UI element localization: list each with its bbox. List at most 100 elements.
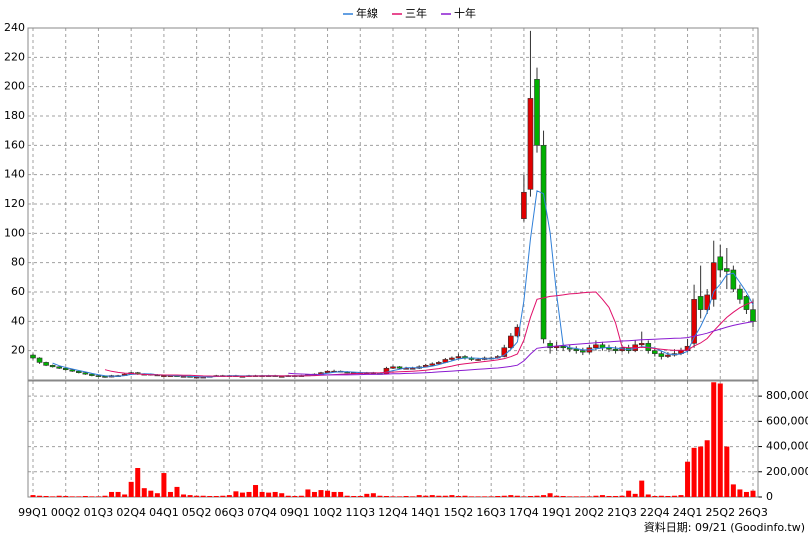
candle-body <box>76 370 82 373</box>
candle-body <box>89 373 95 376</box>
volume-bar <box>724 446 730 497</box>
y-tick-label: 140 <box>4 168 25 181</box>
volume-bar <box>174 486 180 497</box>
volume-bar <box>167 491 173 497</box>
candle-body <box>691 299 697 344</box>
y-tick-label: 40 <box>11 314 25 327</box>
volume-bar <box>639 480 645 497</box>
volume-bar <box>311 491 317 497</box>
x-tick-label: 26Q3 <box>738 506 768 519</box>
x-tick-label: 14Q1 <box>411 506 441 519</box>
y-tick-label: 220 <box>4 50 25 63</box>
volume-bar <box>95 496 101 497</box>
candle-body <box>324 370 331 373</box>
volume-bar <box>226 495 232 497</box>
candle-body <box>573 348 580 351</box>
x-tick-label: 06Q3 <box>215 506 245 519</box>
volume-bar <box>586 496 592 497</box>
volume-bar <box>547 493 553 497</box>
candle-body <box>527 98 534 190</box>
x-tick-label: 09Q1 <box>280 506 310 519</box>
volume-bar <box>220 495 226 497</box>
volume-bar <box>403 495 409 497</box>
volume-bar <box>671 495 677 497</box>
x-tick-label: 19Q1 <box>542 506 572 519</box>
y-tick-label: 240 <box>4 21 25 34</box>
volume-bar <box>239 492 245 497</box>
volume-bar <box>377 495 383 497</box>
candle-body <box>560 345 566 349</box>
candle-body <box>82 372 89 375</box>
candle-body <box>697 296 704 310</box>
x-tick-label: 21Q3 <box>607 506 637 519</box>
candle-body <box>475 359 481 361</box>
volume-bar <box>148 490 154 497</box>
volume-bar <box>128 481 134 497</box>
x-tick-label: 01Q3 <box>84 506 114 519</box>
volume-bar <box>475 496 481 497</box>
candle-body <box>449 357 455 360</box>
x-tick-label: 00Q2 <box>51 506 81 519</box>
volume-bar <box>521 496 527 497</box>
volume-bar <box>737 489 743 497</box>
volume-tick-label: 200,000 <box>766 465 808 478</box>
candle-body <box>724 268 730 272</box>
candle-body <box>514 326 521 337</box>
volume-bar <box>200 495 206 497</box>
y-tick-label: 120 <box>4 197 25 210</box>
volume-bar <box>508 495 514 497</box>
candle-body <box>593 344 599 349</box>
volume-bar <box>613 495 619 497</box>
volume-bar <box>246 491 252 497</box>
candle-body <box>36 357 43 363</box>
x-tick-label: 07Q4 <box>247 506 277 519</box>
candle-body <box>69 369 76 372</box>
volume-bar <box>318 490 324 497</box>
candle-body <box>737 288 743 300</box>
volume-bar <box>266 492 272 497</box>
candle-body <box>730 269 737 290</box>
volume-bar <box>730 484 736 497</box>
x-tick-label: 24Q1 <box>673 506 703 519</box>
volume-bar <box>698 446 704 497</box>
candle-body <box>652 350 658 354</box>
volume-bar <box>678 495 684 497</box>
legend-label: 年線 <box>356 6 378 20</box>
volume-bar <box>750 490 756 497</box>
volume-bar <box>482 496 488 497</box>
x-tick-label: 11Q3 <box>345 506 375 519</box>
volume-bar <box>514 495 520 497</box>
volume-bar <box>429 495 435 497</box>
volume-bar <box>279 493 285 497</box>
x-tick-label: 12Q4 <box>378 506 408 519</box>
candle-body <box>161 375 167 377</box>
volume-bar <box>272 491 278 497</box>
volume-bar <box>364 493 370 497</box>
candle-body <box>193 376 200 379</box>
volume-bar <box>30 495 36 497</box>
volume-bar <box>115 491 121 497</box>
x-tick-label: 15Q2 <box>444 506 474 519</box>
candle-body <box>717 256 724 271</box>
x-tick-label: 05Q2 <box>182 506 212 519</box>
candle-body <box>665 354 671 357</box>
volume-bar <box>704 440 710 497</box>
x-tick-label: 22Q4 <box>640 506 670 519</box>
legend-label: 三年 <box>405 6 427 20</box>
volume-bar <box>560 495 566 497</box>
volume-bar <box>436 495 442 497</box>
volume-bar <box>37 495 43 497</box>
candle-body <box>638 343 645 346</box>
volume-bar <box>665 495 671 497</box>
volume-bar <box>298 495 304 497</box>
volume-bar <box>161 473 167 497</box>
volume-bar <box>89 496 95 497</box>
volume-bar <box>187 495 193 497</box>
x-tick-label: 20Q2 <box>575 506 605 519</box>
volume-tick-label: 0 <box>766 490 773 503</box>
volume-bar <box>632 493 638 497</box>
volume-bar <box>109 491 115 497</box>
volume-bar <box>383 495 389 497</box>
volume-bar <box>292 495 298 497</box>
volume-bar <box>469 496 475 497</box>
